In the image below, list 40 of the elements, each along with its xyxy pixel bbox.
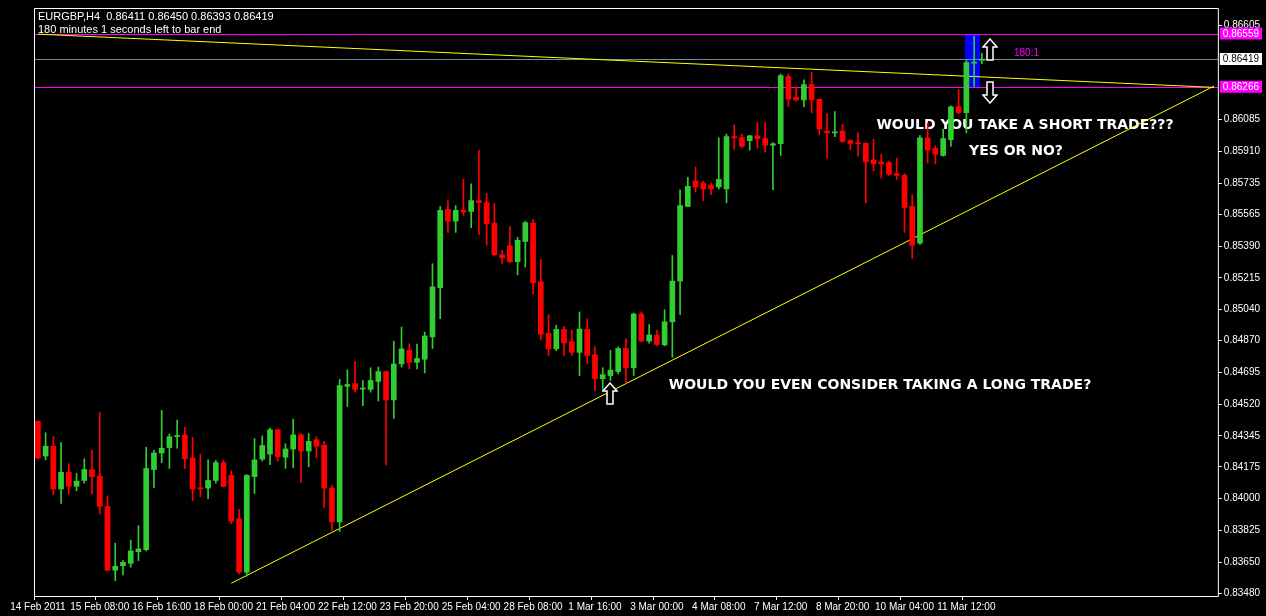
y-tick-label: 0.86085 — [1223, 113, 1261, 125]
y-tick-label: 0.85040 — [1223, 303, 1261, 315]
y-tick-label: 0.85910 — [1223, 145, 1261, 157]
x-tick-label: 3 Mar 00:00 — [630, 600, 684, 612]
ref-line-label: 0.86559 — [1222, 27, 1260, 39]
x-tick-label: 28 Feb 08:00 — [503, 600, 563, 612]
y-tick-label: 0.83825 — [1223, 524, 1261, 536]
x-tick-label: 25 Feb 04:00 — [441, 600, 502, 612]
ref-line-label: 0.86266 — [1222, 81, 1260, 93]
y-tick-label: 0.84175 — [1223, 460, 1261, 472]
x-tick-label: 14 Feb 2011 — [10, 600, 67, 612]
x-tick-label: 18 Feb 00:00 — [194, 600, 254, 612]
x-tick-label: 4 Mar 08:00 — [692, 600, 746, 612]
text: 180 minutes 1 seconds left to bar end — [38, 23, 222, 36]
y-tick-label: 0.84345 — [1223, 429, 1261, 441]
y-tick-label: 0.84870 — [1223, 334, 1261, 346]
x-tick-label: 8 Mar 20:00 — [815, 600, 870, 612]
y-tick-label: 0.85565 — [1223, 207, 1261, 219]
annotation: YES OR NO? — [968, 141, 1063, 158]
y-tick-label: 0.84000 — [1223, 492, 1261, 504]
x-tick-label: 7 Mar 12:00 — [753, 600, 808, 612]
y-tick-label: 0.85390 — [1223, 239, 1261, 251]
chart-title: EURGBP,H4 0.86411 0.86450 0.86393 0.86419 — [38, 10, 274, 23]
x-tick-label: 23 Feb 20:00 — [379, 600, 440, 612]
x-tick-label: 21 Feb 04:00 — [256, 600, 316, 612]
x-tick-label: 16 Feb 16:00 — [132, 600, 192, 612]
y-tick-label: 0.85735 — [1223, 177, 1261, 189]
y-tick-label: 0.85215 — [1223, 271, 1261, 283]
y-tick-label: 0.84695 — [1223, 366, 1261, 378]
annotation: WOULD YOU EVEN CONSIDER TAKING A LONG TRADE? — [668, 375, 1092, 392]
y-tick-label: 0.84520 — [1223, 397, 1261, 409]
x-tick-label: 15 Feb 08:00 — [70, 600, 130, 612]
x-tick-label: 11 Mar 12:00 — [937, 600, 996, 612]
y-tick-label: 0.83480 — [1223, 586, 1261, 598]
ref-line-label: 0.86419 — [1222, 53, 1260, 65]
annotation: 180:1 — [1014, 46, 1040, 58]
x-tick-label: 10 Mar 04:00 — [875, 600, 935, 612]
y-tick-label: 0.83650 — [1223, 555, 1261, 567]
x-tick-label: 22 Feb 12:00 — [317, 600, 378, 612]
x-tick-label: 1 Mar 16:00 — [568, 600, 623, 612]
